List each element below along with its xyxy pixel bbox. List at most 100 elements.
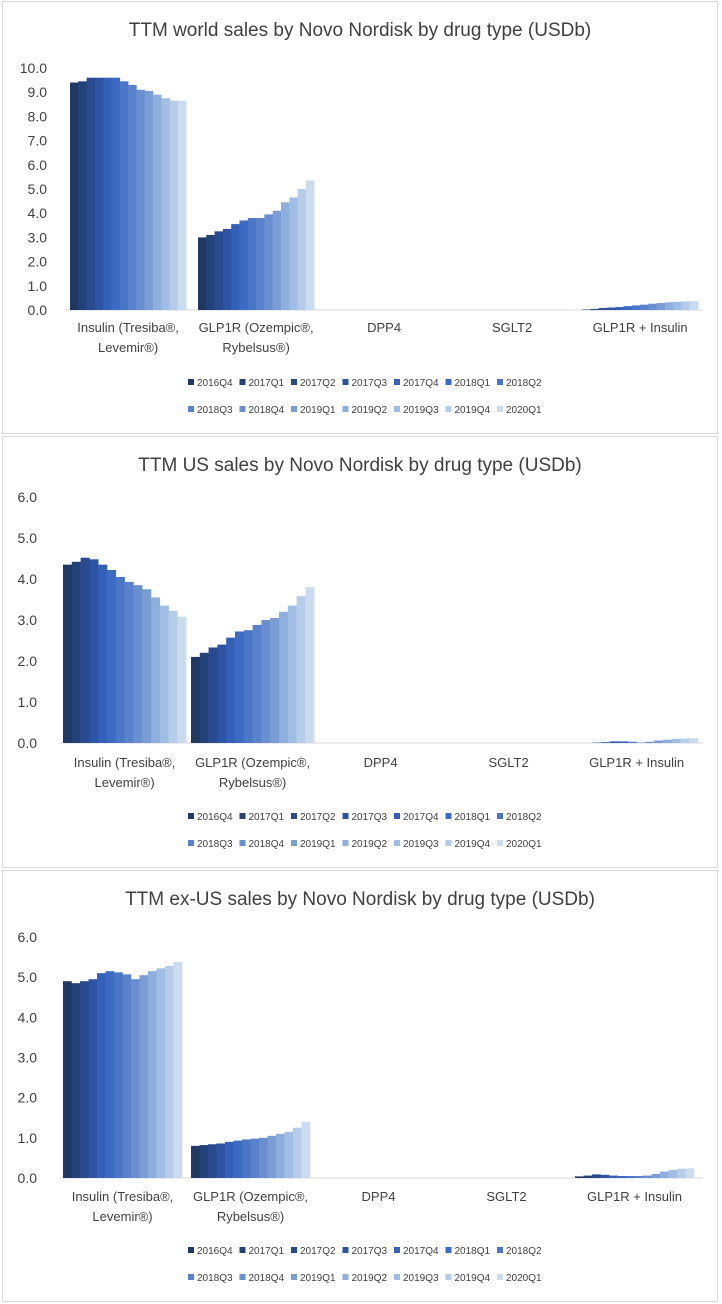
bar (665, 302, 674, 310)
bar (156, 968, 166, 1178)
bar (264, 214, 273, 310)
bar (216, 1143, 226, 1178)
legend-swatch (239, 379, 246, 385)
bar (259, 1137, 268, 1178)
y-tick-label: 8.0 (28, 108, 48, 124)
bar (252, 624, 262, 743)
legend-label: 2018Q4 (249, 1273, 285, 1284)
legend-swatch (239, 1274, 246, 1280)
legend-label: 2017Q1 (249, 1246, 285, 1257)
y-tick-label: 4.0 (28, 205, 48, 221)
legend-swatch (497, 840, 503, 846)
bar (270, 617, 280, 743)
legend-label: 2017Q1 (249, 378, 285, 389)
bar (627, 741, 637, 743)
chart-exus-svg: 0.0 1.0 2.0 3.0 4.0 5.0 6.0 Insulin (Tresiba®, L… (18, 929, 703, 1284)
bar (279, 611, 289, 743)
legend-swatch (497, 813, 503, 819)
legend-swatch (445, 379, 452, 385)
bar (131, 979, 140, 1178)
legend-swatch (497, 379, 503, 385)
legend-swatch (188, 840, 194, 846)
legend-swatch (497, 1274, 503, 1280)
legend-label: 2017Q4 (403, 378, 439, 389)
category-label: DPP4 (362, 1189, 396, 1204)
legend-label: 2017Q4 (403, 812, 439, 823)
y-tick-label: 3.0 (18, 1050, 38, 1066)
bar (654, 740, 664, 743)
y-tick-label: 1.0 (28, 278, 48, 294)
bar (247, 218, 257, 310)
category-label: GLP1R + Insulin (589, 755, 684, 770)
bar (217, 644, 227, 743)
legend-swatch (291, 840, 297, 846)
bar (98, 564, 108, 743)
bar (668, 1169, 678, 1178)
legend-label: 2018Q1 (455, 378, 491, 389)
bar (598, 308, 608, 310)
legend-swatch (188, 813, 194, 819)
chart-panel-world: TTM world sales by Novo Nordisk by drug … (2, 1, 718, 434)
legend-label: 2018Q4 (249, 839, 285, 850)
bar (261, 620, 271, 743)
legend-label: 2018Q3 (197, 839, 233, 850)
legend-label: 2019Q3 (403, 839, 439, 850)
legend-swatch (394, 379, 400, 385)
legend-swatch (342, 840, 349, 846)
bar (198, 237, 207, 310)
legend-swatch (394, 1274, 400, 1280)
legend-label: 2017Q4 (403, 1246, 439, 1257)
bar (267, 1135, 277, 1178)
bar (645, 741, 655, 743)
bar (610, 741, 620, 743)
legend-swatch (291, 379, 297, 385)
bar (284, 1131, 294, 1178)
bar (71, 561, 81, 743)
legend-label: 2019Q1 (300, 405, 336, 416)
y-tick-label: 9.0 (28, 84, 48, 100)
legend-label: 2017Q2 (300, 378, 336, 389)
bar (673, 301, 682, 310)
category-label: SGLT2 (492, 320, 532, 335)
legend-label: 2019Q2 (352, 839, 388, 850)
category-label: GLP1R (Ozempic®, (193, 1189, 308, 1204)
category-label: Insulin (Tresiba®, (74, 755, 176, 770)
legend-label: 2019Q1 (300, 1273, 336, 1284)
legend-swatch (445, 840, 452, 846)
bar (71, 983, 81, 1178)
legend-swatch (291, 813, 297, 819)
category-label: Levemir®) (92, 1209, 152, 1224)
bar (305, 180, 315, 310)
bar (142, 589, 152, 743)
category-label: GLP1R (Ozempic®, (199, 320, 314, 335)
bar (177, 616, 187, 743)
bar (114, 972, 123, 1178)
y-tick-label: 5.0 (18, 530, 38, 546)
legend-label: 2019Q4 (455, 405, 491, 416)
y-tick-label: 10.0 (20, 60, 47, 76)
bar (94, 77, 104, 311)
bar (242, 1139, 251, 1178)
legend-swatch (445, 1274, 452, 1280)
legend-label: 2019Q3 (403, 1273, 439, 1284)
chart-world-svg: 0.0 1.0 2.0 3.0 4.0 5.0 6.0 7.0 8.0 9.0 10.0 Insuli… (20, 60, 703, 416)
legend-label: 2019Q2 (352, 405, 388, 416)
bar (151, 597, 161, 743)
category-label: GLP1R + Insulin (587, 1189, 682, 1204)
bar (677, 1168, 686, 1178)
y-tick-label: 2.0 (18, 653, 38, 669)
bar (663, 739, 673, 743)
bar (626, 1175, 635, 1178)
bar (208, 647, 218, 743)
legend-swatch (342, 379, 349, 385)
bar (111, 77, 121, 311)
y-tick-label: 7.0 (28, 133, 48, 149)
category-label: DPP4 (367, 320, 401, 335)
bar (606, 307, 616, 310)
bar (575, 1176, 584, 1178)
bar (153, 94, 162, 311)
legend-swatch (342, 406, 349, 412)
bar (159, 605, 169, 743)
y-tick-label: 5.0 (18, 969, 38, 985)
bar (617, 1175, 627, 1178)
